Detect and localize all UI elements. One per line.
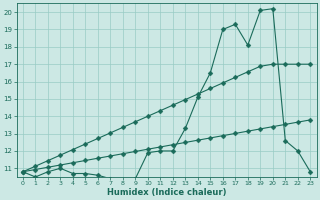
X-axis label: Humidex (Indice chaleur): Humidex (Indice chaleur) (107, 188, 226, 197)
